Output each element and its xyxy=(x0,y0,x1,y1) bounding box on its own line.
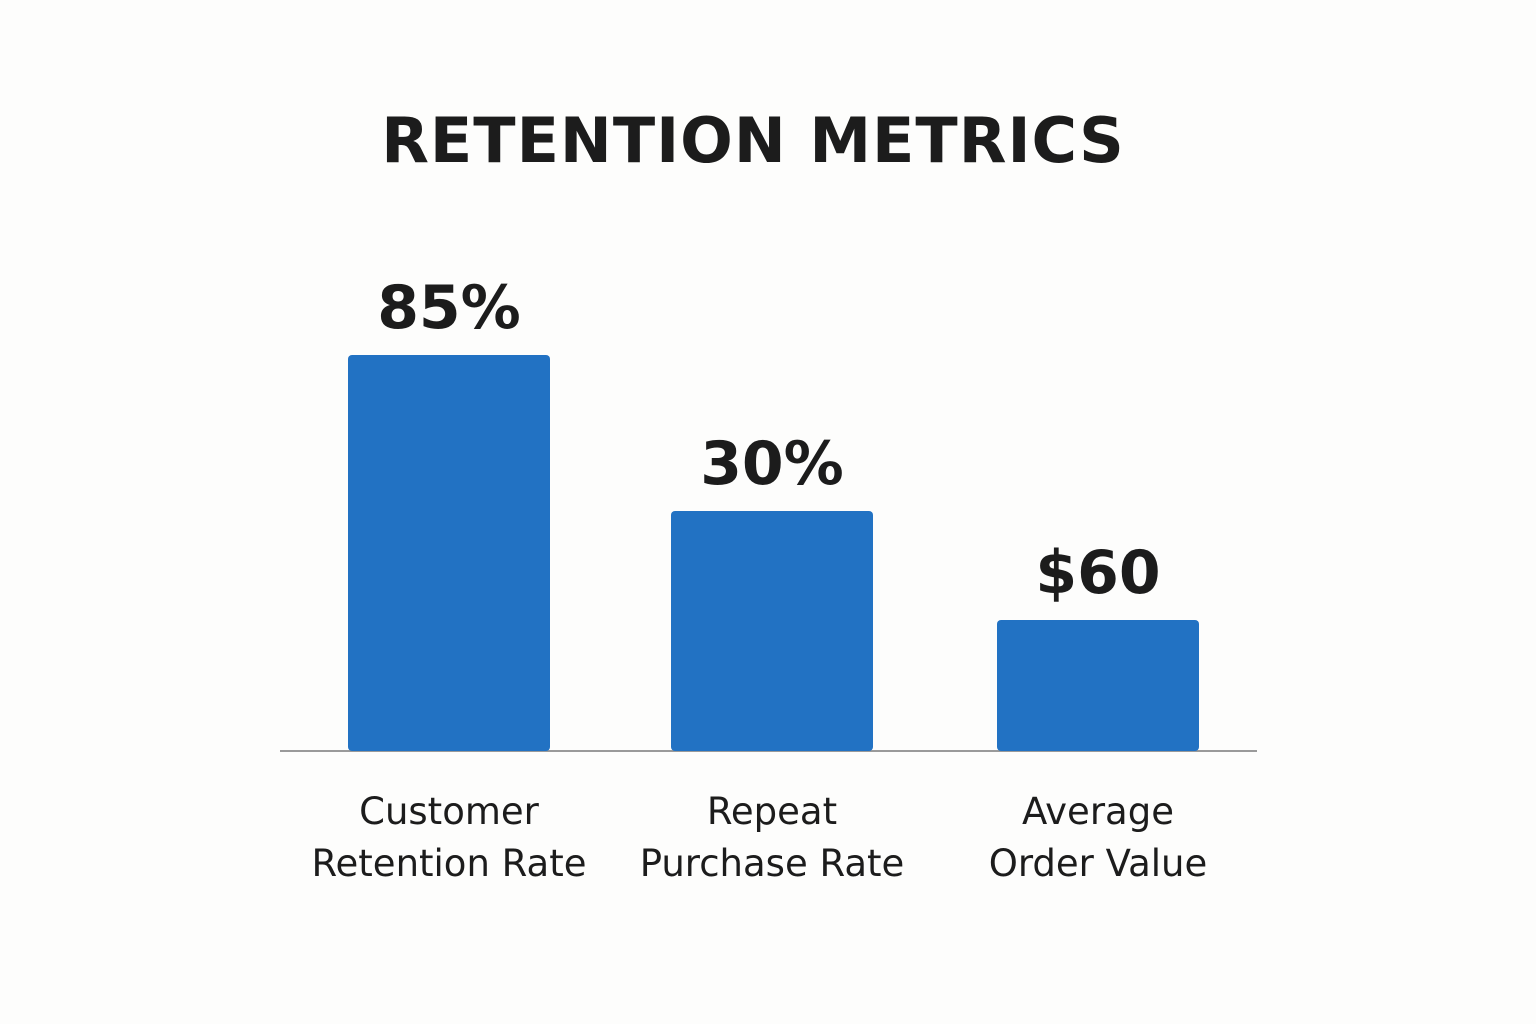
category-label-3-line-1: Average xyxy=(1022,790,1174,833)
category-label-1-line-1: Customer xyxy=(359,790,540,833)
bar-value-label-3: $60 xyxy=(1035,538,1160,608)
bar-3 xyxy=(997,620,1199,751)
category-label-1-line-2: Retention Rate xyxy=(311,842,586,885)
chart-title: RETENTION METRICS xyxy=(381,104,1125,177)
bar-value-label-2: 30% xyxy=(700,429,844,499)
bar-value-label-1: 85% xyxy=(377,273,521,343)
category-label-2-line-2: Purchase Rate xyxy=(640,842,905,885)
bar-1 xyxy=(348,355,550,751)
bar-2 xyxy=(671,511,873,751)
category-label-3-line-2: Order Value xyxy=(989,842,1208,885)
category-label-2-line-1: Repeat xyxy=(707,790,837,833)
